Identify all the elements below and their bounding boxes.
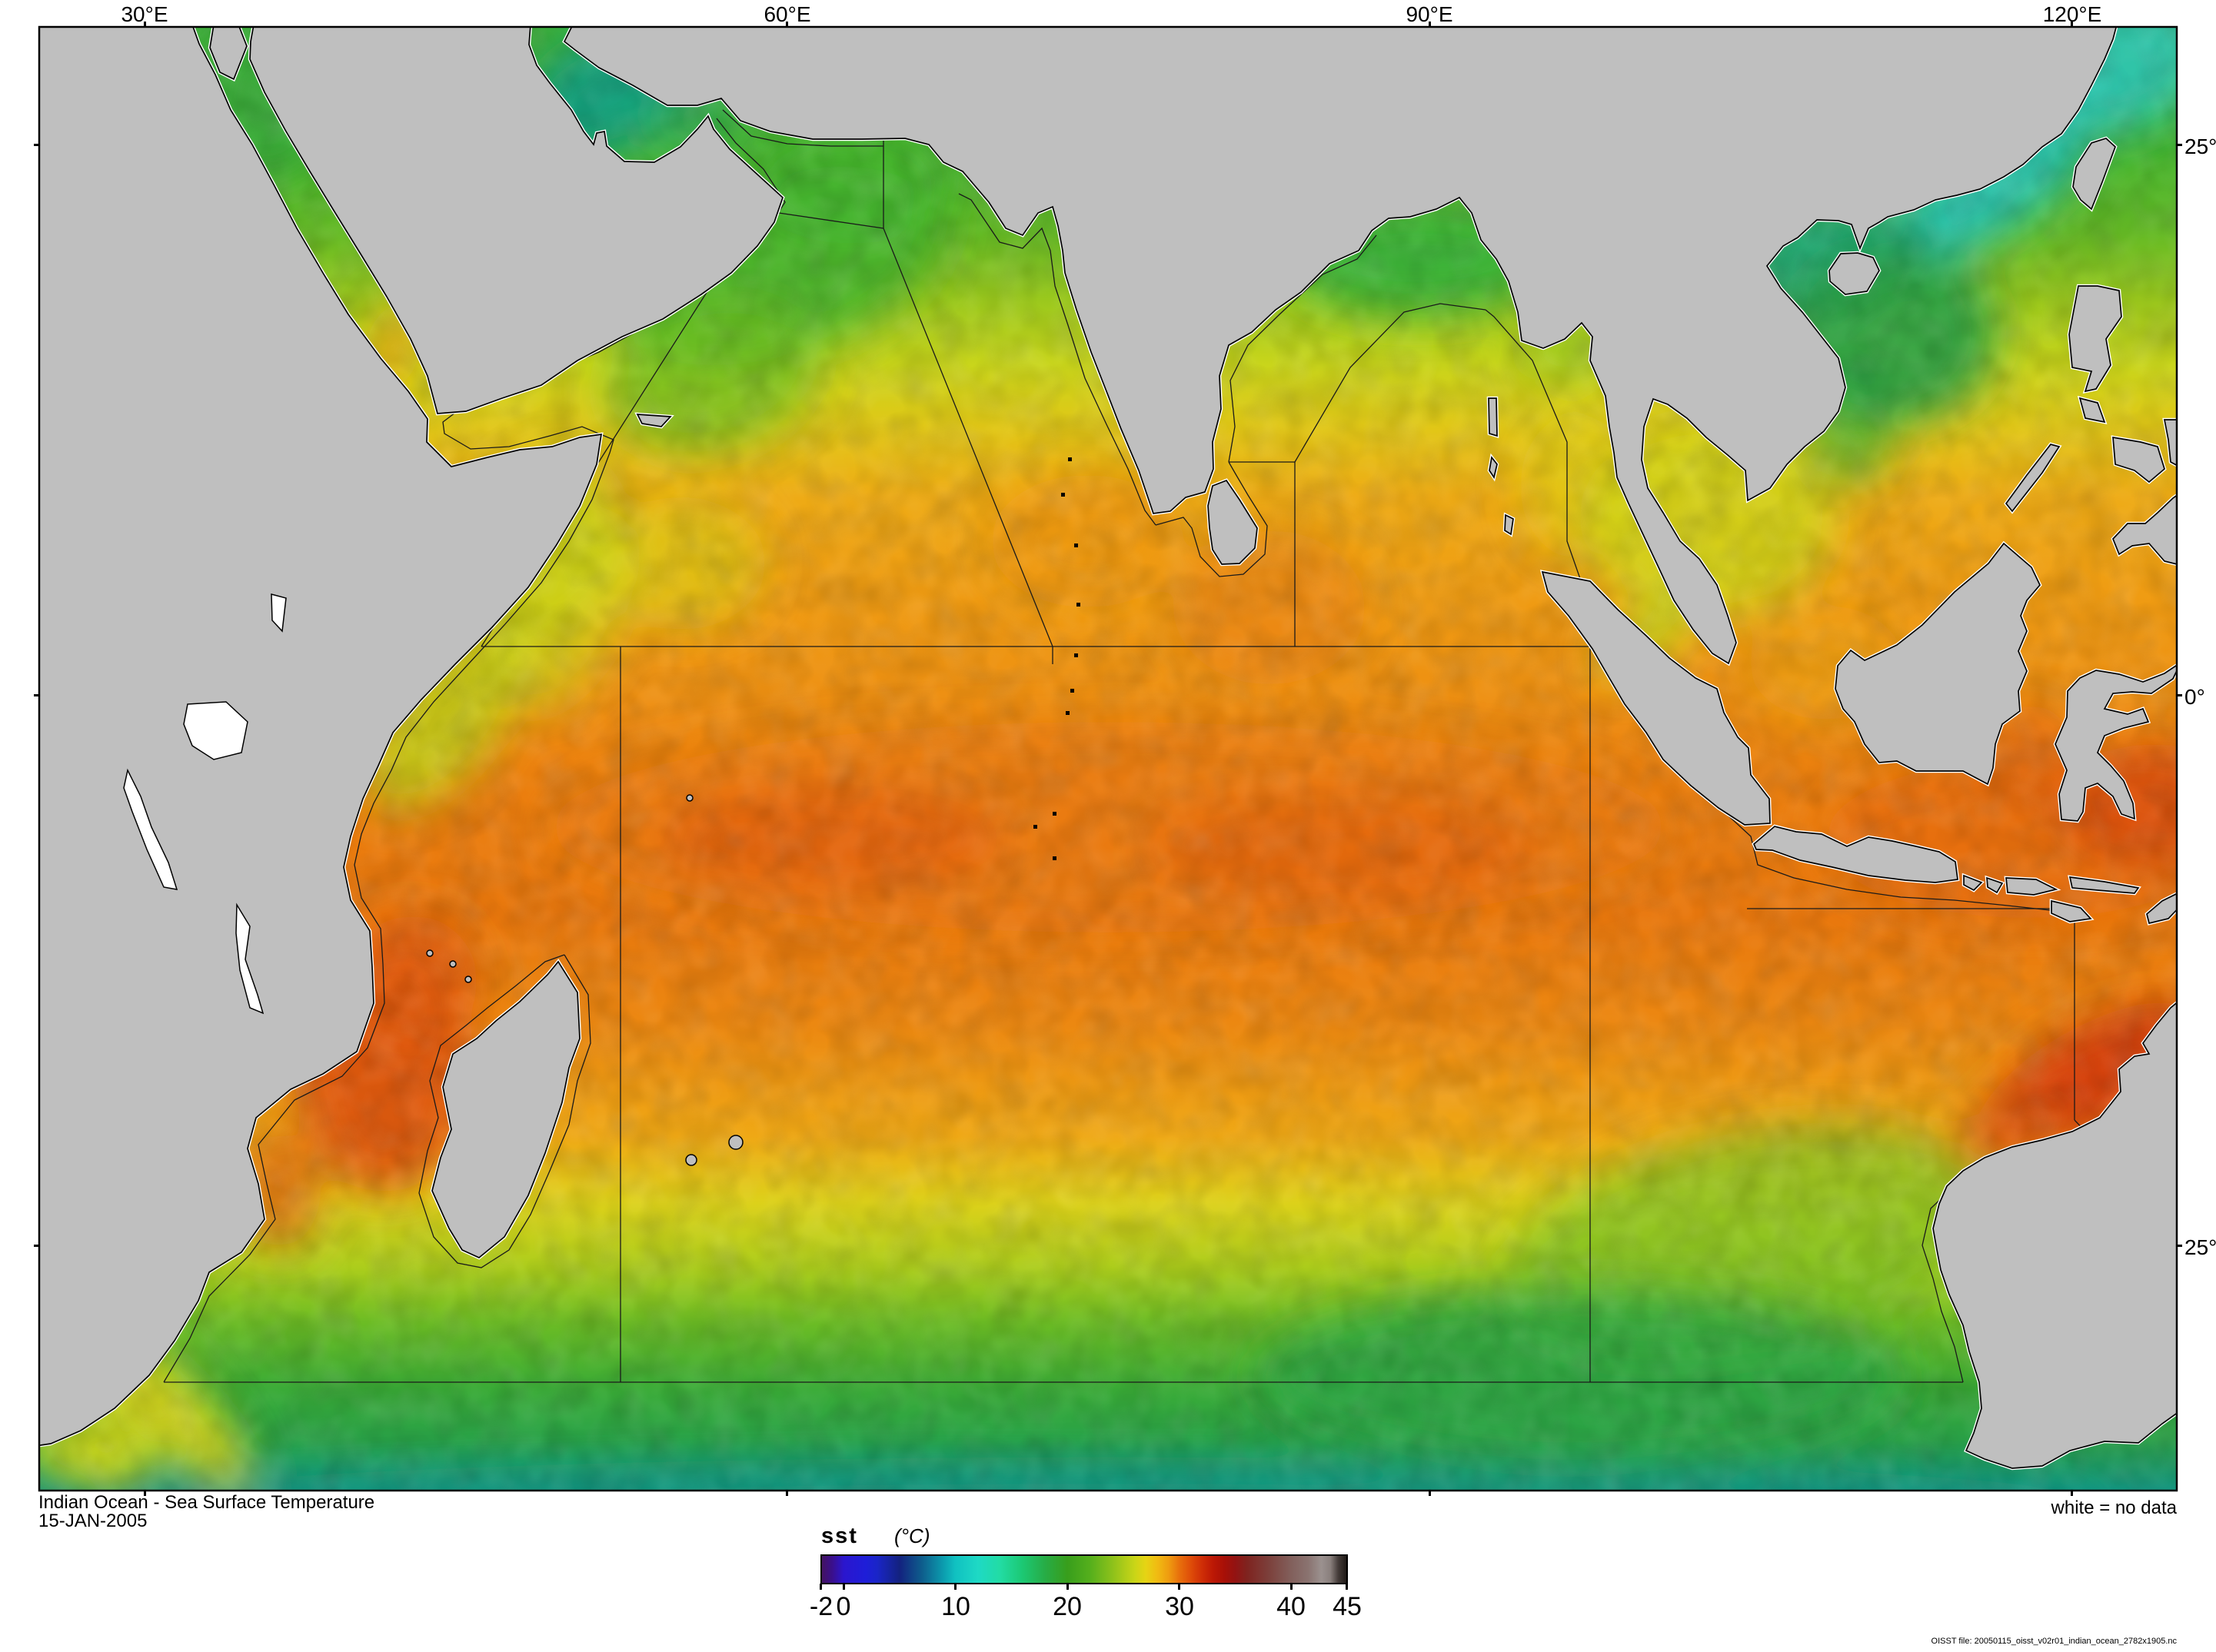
svg-text:45: 45: [1333, 1592, 1362, 1621]
svg-text:90°E: 90°E: [1406, 2, 1452, 26]
svg-text:30: 30: [1165, 1592, 1194, 1621]
svg-text:120°E: 120°E: [2043, 2, 2102, 26]
svg-text:10: 10: [941, 1592, 970, 1621]
svg-text:25°: 25°: [2184, 135, 2216, 158]
svg-text:white = no data: white = no data: [2051, 1497, 2178, 1518]
svg-text:OISST file: 20050115_oisst_v02: OISST file: 20050115_oisst_v02r01_indian…: [1932, 1637, 2178, 1646]
svg-text:-2: -2: [810, 1592, 833, 1621]
svg-text:15-JAN-2005: 15-JAN-2005: [38, 1511, 147, 1531]
svg-text:60°E: 60°E: [764, 2, 810, 26]
svg-text:40: 40: [1276, 1592, 1306, 1621]
svg-text:sst: sst: [821, 1524, 858, 1548]
svg-text:Indian Ocean - Sea Surface Tem: Indian Ocean - Sea Surface Temperature: [38, 1492, 374, 1513]
svg-text:(°C): (°C): [894, 1524, 930, 1547]
svg-text:20: 20: [1053, 1592, 1082, 1621]
svg-text:25°: 25°: [2184, 1235, 2216, 1259]
svg-text:0°: 0°: [2184, 685, 2205, 709]
svg-text:30°E: 30°E: [121, 2, 168, 26]
svg-text:0: 0: [837, 1592, 851, 1621]
